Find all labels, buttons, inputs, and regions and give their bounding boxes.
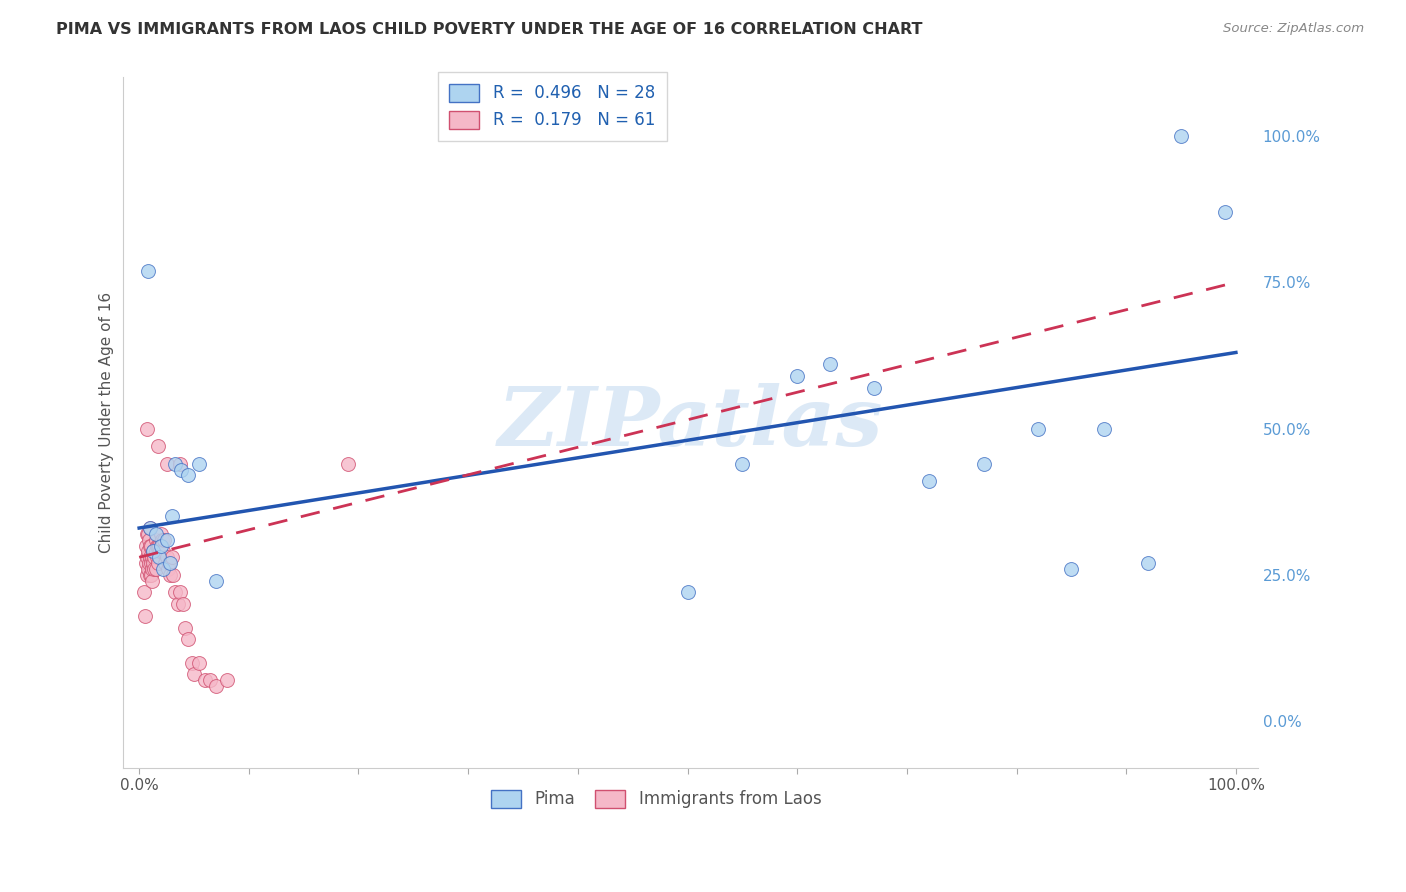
Point (973, 457, 995, 471)
Point (786, 368, 808, 383)
Point (1092, 421, 1115, 435)
Point (156, 562, 179, 576)
Point (141, 539, 163, 553)
Point (188, 656, 211, 670)
Point (676, 585, 699, 599)
Point (1060, 562, 1083, 576)
Point (159, 556, 181, 570)
Legend: Pima, Immigrants from Laos: Pima, Immigrants from Laos (485, 783, 828, 815)
Point (152, 562, 174, 576)
Point (141, 556, 163, 570)
Point (132, 585, 155, 599)
Point (150, 539, 173, 553)
Text: Source: ZipAtlas.com: Source: ZipAtlas.com (1223, 22, 1364, 36)
Point (148, 539, 170, 553)
Point (145, 539, 167, 553)
Point (135, 527, 157, 541)
Point (157, 556, 180, 570)
Point (135, 421, 157, 435)
Point (146, 439, 169, 453)
Point (169, 457, 191, 471)
Point (135, 567, 157, 582)
Point (188, 457, 211, 471)
Point (918, 474, 941, 488)
Point (200, 673, 222, 688)
Point (139, 521, 162, 535)
Text: PIMA VS IMMIGRANTS FROM LAOS CHILD POVERTY UNDER THE AGE OF 16 CORRELATION CHART: PIMA VS IMMIGRANTS FROM LAOS CHILD POVER… (56, 22, 922, 37)
Point (215, 673, 238, 688)
Point (139, 550, 162, 565)
Point (141, 567, 163, 582)
Point (136, 527, 159, 541)
Point (150, 533, 173, 547)
Point (146, 556, 169, 570)
Point (145, 533, 167, 547)
Point (174, 620, 197, 634)
Point (136, 263, 159, 277)
Text: ZIPatlas: ZIPatlas (498, 383, 883, 463)
Point (136, 562, 159, 576)
Point (172, 597, 194, 611)
Point (194, 673, 217, 688)
Point (145, 544, 167, 558)
Point (153, 533, 176, 547)
Point (165, 457, 187, 471)
Point (155, 533, 177, 547)
Point (135, 539, 157, 553)
Point (818, 357, 841, 371)
Point (731, 457, 754, 471)
Point (155, 457, 177, 471)
Point (1213, 205, 1236, 219)
Point (146, 539, 169, 553)
Point (180, 656, 202, 670)
Point (165, 585, 187, 599)
Point (142, 544, 165, 558)
Point (138, 533, 160, 547)
Point (143, 550, 166, 565)
Point (1137, 556, 1160, 570)
Point (205, 679, 228, 693)
Point (183, 667, 205, 681)
Point (149, 544, 172, 558)
Point (150, 527, 173, 541)
Point (142, 556, 165, 570)
Point (141, 562, 163, 576)
Point (150, 539, 173, 553)
Point (139, 521, 162, 535)
Point (145, 550, 167, 565)
Point (139, 539, 162, 553)
Point (136, 544, 159, 558)
Point (145, 527, 167, 541)
Point (148, 550, 170, 565)
Point (170, 462, 193, 476)
Point (152, 544, 174, 558)
Point (141, 574, 163, 588)
Point (155, 550, 177, 565)
Point (1028, 421, 1050, 435)
Point (141, 550, 163, 565)
Y-axis label: Child Poverty Under the Age of 16: Child Poverty Under the Age of 16 (100, 293, 114, 553)
Point (155, 556, 177, 570)
Point (863, 381, 886, 395)
Point (1170, 128, 1192, 143)
Point (134, 608, 156, 623)
Point (159, 567, 181, 582)
Point (160, 550, 183, 565)
Point (145, 562, 167, 576)
Point (177, 632, 200, 647)
Point (166, 597, 188, 611)
Point (135, 550, 157, 565)
Point (143, 562, 166, 576)
Point (205, 574, 228, 588)
Point (169, 585, 191, 599)
Point (139, 567, 162, 582)
Point (142, 544, 165, 558)
Point (135, 556, 157, 570)
Point (162, 567, 184, 582)
Point (336, 457, 359, 471)
Point (160, 509, 183, 524)
Point (177, 468, 200, 483)
Point (138, 556, 160, 570)
